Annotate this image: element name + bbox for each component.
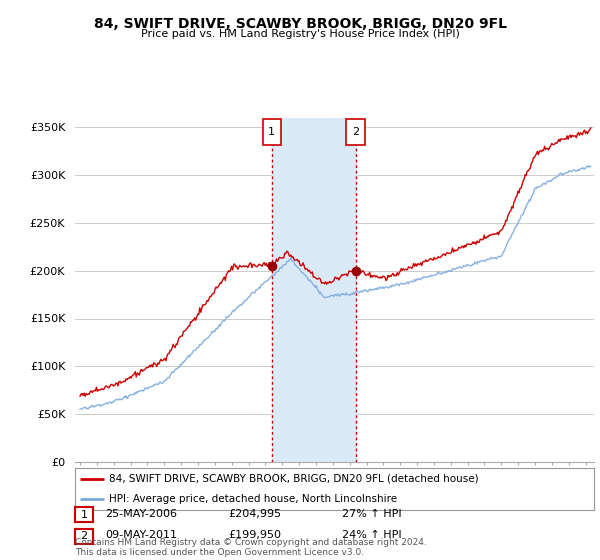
Text: HPI: Average price, detached house, North Lincolnshire: HPI: Average price, detached house, Nort… [109,494,397,504]
Text: 2: 2 [80,531,88,542]
Text: 25-MAY-2006: 25-MAY-2006 [105,508,177,519]
Text: £199,950: £199,950 [228,530,281,540]
Text: 1: 1 [80,510,88,520]
Text: 84, SWIFT DRIVE, SCAWBY BROOK, BRIGG, DN20 9FL (detached house): 84, SWIFT DRIVE, SCAWBY BROOK, BRIGG, DN… [109,474,478,484]
Text: 09-MAY-2011: 09-MAY-2011 [105,530,177,540]
Text: £204,995: £204,995 [228,508,281,519]
Text: Price paid vs. HM Land Registry's House Price Index (HPI): Price paid vs. HM Land Registry's House … [140,29,460,39]
Text: 84, SWIFT DRIVE, SCAWBY BROOK, BRIGG, DN20 9FL: 84, SWIFT DRIVE, SCAWBY BROOK, BRIGG, DN… [94,17,506,31]
FancyBboxPatch shape [263,119,281,146]
FancyBboxPatch shape [346,119,365,146]
Text: Contains HM Land Registry data © Crown copyright and database right 2024.
This d: Contains HM Land Registry data © Crown c… [75,538,427,557]
Bar [272,118,356,462]
Text: 24% ↑ HPI: 24% ↑ HPI [342,530,401,540]
Text: 27% ↑ HPI: 27% ↑ HPI [342,508,401,519]
Text: 2: 2 [352,127,359,137]
Text: 1: 1 [268,127,275,137]
